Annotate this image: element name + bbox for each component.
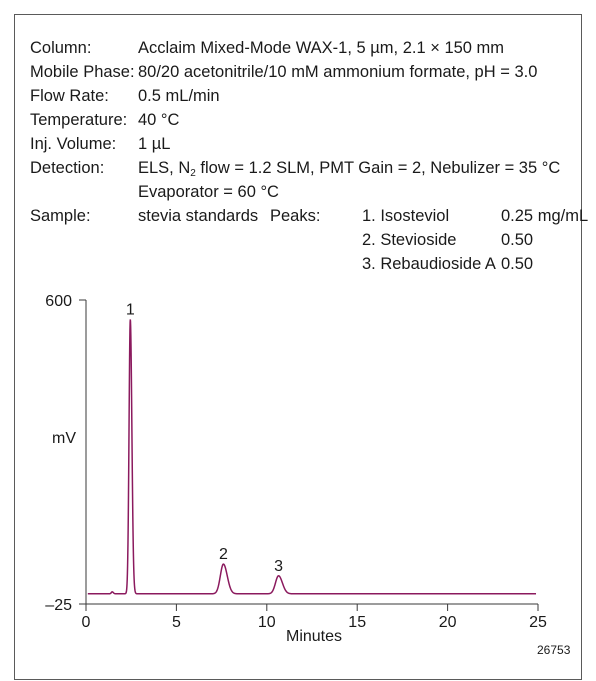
column-label: Column: [30,39,92,57]
x-tick-label: 25 [529,614,547,631]
peak-name: 2. Stevioside [362,231,457,249]
detection-label: Detection: [30,159,105,177]
y-axis-label: mV [52,430,76,447]
figure-id: 26753 [537,643,571,657]
x-tick-label: 10 [258,614,276,631]
x-axis-label: Minutes [286,628,342,645]
figure-frame [14,14,582,680]
inj-volume-label: Inj. Volume: [30,135,117,153]
detection-value-line2: Evaporator = 60 °C [138,183,279,201]
flow-rate-label: Flow Rate: [30,87,109,105]
peaks-label: Peaks: [270,207,321,225]
y-tick-label: –25 [45,597,72,614]
peak-name: 1. Isosteviol [362,207,450,225]
detection-value-pre: ELS, N [138,159,191,177]
peak-amount: 0.50 [501,231,534,249]
flow-rate-value: 0.5 mL/min [138,87,220,105]
detection-value-sub: 2 [190,168,196,179]
peak-amount: 0.25 mg/mL [501,207,589,225]
temperature-label: Temperature: [30,111,128,129]
x-tick-label: 20 [439,614,457,631]
peak-label: 3 [274,558,283,575]
detection-value-post: flow = 1.2 SLM, PMT Gain = 2, Nebulizer … [195,159,561,177]
x-tick-label: 15 [348,614,366,631]
inj-volume-value: 1 µL [138,135,171,153]
peak-name: 3. Rebaudioside A [362,255,496,273]
peak-label: 2 [219,546,228,563]
x-tick-label: 5 [172,614,181,631]
temperature-value: 40 °C [138,111,180,129]
mobile-phase-value: 80/20 acetonitrile/10 mM ammonium format… [138,63,538,81]
detection-value: ELS, N2 flow = 1.2 SLM, PMT Gain = 2, Ne… [138,156,560,186]
x-tick-label: 0 [82,614,91,631]
peak-label: 1 [126,301,135,318]
chromatogram-trace [87,319,537,595]
sample-value: stevia standards [138,207,259,225]
mobile-phase-label: Mobile Phase: [30,63,135,81]
column-value: Acclaim Mixed-Mode WAX-1, 5 µm, 2.1 × 15… [138,39,505,57]
peak-amount: 0.50 [501,255,534,273]
sample-label: Sample: [30,207,91,225]
y-tick-label: 600 [45,293,72,310]
